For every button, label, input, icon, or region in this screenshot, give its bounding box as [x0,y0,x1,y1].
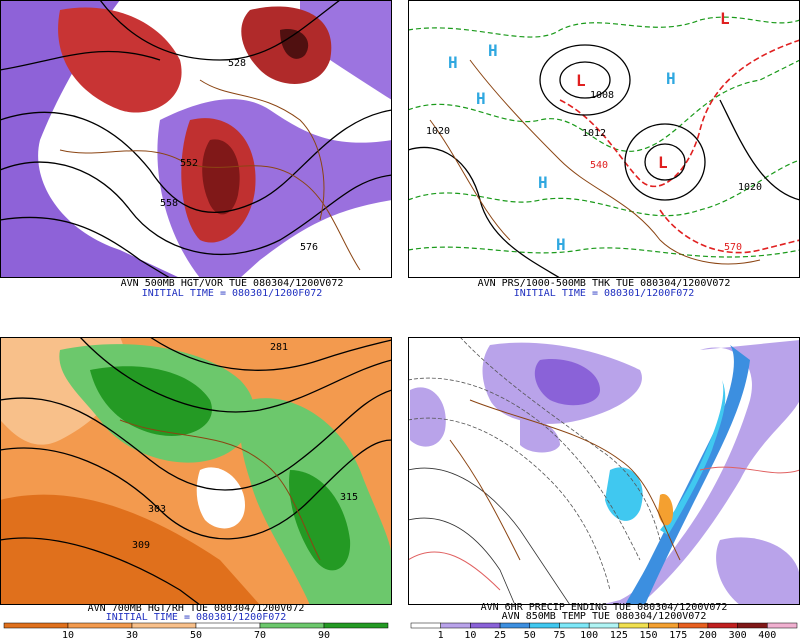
contour-label: 1012 [582,128,606,139]
colorbar-label: 125 [610,630,628,640]
colorbar-swatch [131,622,197,629]
caption: AVN 700MB HGT/RH TUE 080304/1200V072 [88,603,305,614]
colorbar-swatch [648,622,679,629]
contour-label: 552 [180,158,198,169]
colorbar-label: 300 [729,630,747,640]
high-label: H [476,89,486,108]
frame [0,0,392,278]
colorbar-swatch [470,622,501,629]
colorbar-swatch [410,622,441,629]
high-label: H [538,173,548,192]
colorbar-swatch [323,622,389,629]
low-label: L [576,71,586,90]
high-label: H [666,69,676,88]
contour-label: 570 [724,242,742,253]
caption: INITIAL TIME = 080301/1200F072 [106,612,287,623]
low-label: L [658,153,668,172]
colorbar-swatch [618,622,649,629]
caption: INITIAL TIME = 080301/1200F072 [142,288,323,299]
colorbar-swatch [529,622,560,629]
colorbar-label: 90 [318,630,330,640]
colorbar-label: 1 [438,630,444,640]
contour-label: 1020 [426,126,450,137]
colorbar-label: 10 [62,630,74,640]
contour-label: 315 [340,492,358,503]
colorbar-label: 200 [699,630,717,640]
colorbar-swatch [737,622,768,629]
colorbar-swatch [559,622,590,629]
colorbar-label: 25 [494,630,506,640]
map-pressure-thickness: H H H H H H L L L 1020 1020 1008 1012 54… [408,0,800,278]
caption: AVN 6HR PRECIP ENDING TUE 080304/1200V07… [481,602,728,613]
map-precip [408,337,800,605]
colorbar-label: 70 [254,630,266,640]
colorbar-label: 175 [669,630,687,640]
contour-label: 303 [148,504,166,515]
colorbar-label: 400 [758,630,776,640]
contour-label: 528 [228,58,246,69]
contour-label: 558 [160,198,178,209]
high-label: H [488,41,498,60]
contour-label: 281 [270,342,288,353]
colorbar-swatch [707,622,738,629]
caption: INITIAL TIME = 080301/1200F072 [514,288,695,299]
caption: AVN 850MB TEMP TUE 080304/1200V072 [502,611,707,622]
high-label: H [556,235,566,254]
colorbar-label: 50 [524,630,536,640]
colorbar-label: 10 [464,630,476,640]
colorbar-swatch [677,622,709,629]
colorbar-swatch [588,622,620,629]
contour-label: 540 [590,160,608,171]
frame [0,337,392,605]
map-500mb: 528 552 558 576 [0,0,392,278]
contour-label: 1008 [590,90,614,101]
colorbar-label: 100 [580,630,598,640]
map-700mb: 281 303 309 315 [0,337,392,605]
colorbar-swatch [67,622,133,629]
colorbar-label: 50 [190,630,202,640]
contour-label: 1020 [738,182,762,193]
colorbar-label: 150 [640,630,658,640]
caption: AVN PRS/1000-500MB THK TUE 080304/1200V0… [478,278,731,289]
colorbar-swatch [3,622,69,629]
colorbar-label: 30 [126,630,138,640]
colorbar-swatch [259,622,325,629]
colorbar-swatch [440,622,471,629]
high-label: H [448,53,458,72]
contour-label: 309 [132,540,150,551]
colorbar-label: 75 [553,630,565,640]
contour-label: 576 [300,242,318,253]
caption: AVN 500MB HGT/VOR TUE 080304/1200V072 [121,278,344,289]
colorbar-swatch [195,622,261,629]
colorbar-swatch [767,622,798,629]
colorbar-swatch [499,622,531,629]
low-label: L [720,9,730,28]
